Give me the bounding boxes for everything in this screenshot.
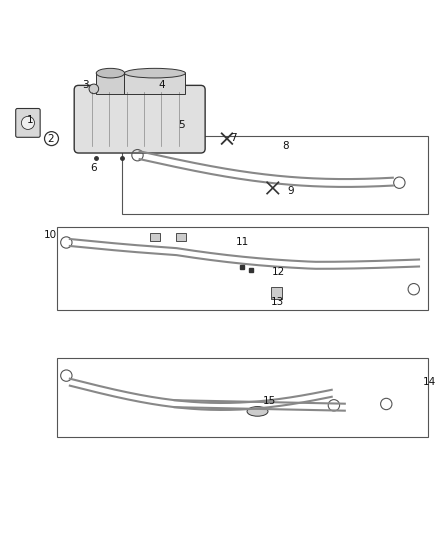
Circle shape xyxy=(21,116,35,130)
Bar xyxy=(122,135,428,214)
Text: 10: 10 xyxy=(44,230,57,240)
Bar xyxy=(124,73,186,94)
Bar xyxy=(150,233,160,241)
Text: 1: 1 xyxy=(27,115,34,125)
Bar xyxy=(57,227,428,310)
Bar xyxy=(271,287,282,299)
Text: 11: 11 xyxy=(236,238,249,247)
Ellipse shape xyxy=(96,68,125,78)
Text: 8: 8 xyxy=(283,141,289,151)
Text: 15: 15 xyxy=(263,396,276,406)
Text: 6: 6 xyxy=(91,163,97,173)
Text: 4: 4 xyxy=(158,80,165,91)
Ellipse shape xyxy=(124,68,186,78)
Bar xyxy=(96,73,124,94)
Text: 2: 2 xyxy=(47,134,53,143)
Text: 14: 14 xyxy=(423,377,437,387)
Text: 5: 5 xyxy=(178,119,184,130)
Text: 12: 12 xyxy=(272,267,285,277)
Text: 13: 13 xyxy=(271,297,284,308)
Ellipse shape xyxy=(247,407,268,416)
Ellipse shape xyxy=(89,84,99,94)
Bar xyxy=(177,233,186,241)
Bar xyxy=(57,358,428,437)
Text: 7: 7 xyxy=(230,133,237,143)
Text: 9: 9 xyxy=(287,187,293,197)
FancyBboxPatch shape xyxy=(16,109,40,138)
FancyBboxPatch shape xyxy=(74,85,205,153)
Text: 3: 3 xyxy=(82,80,88,91)
